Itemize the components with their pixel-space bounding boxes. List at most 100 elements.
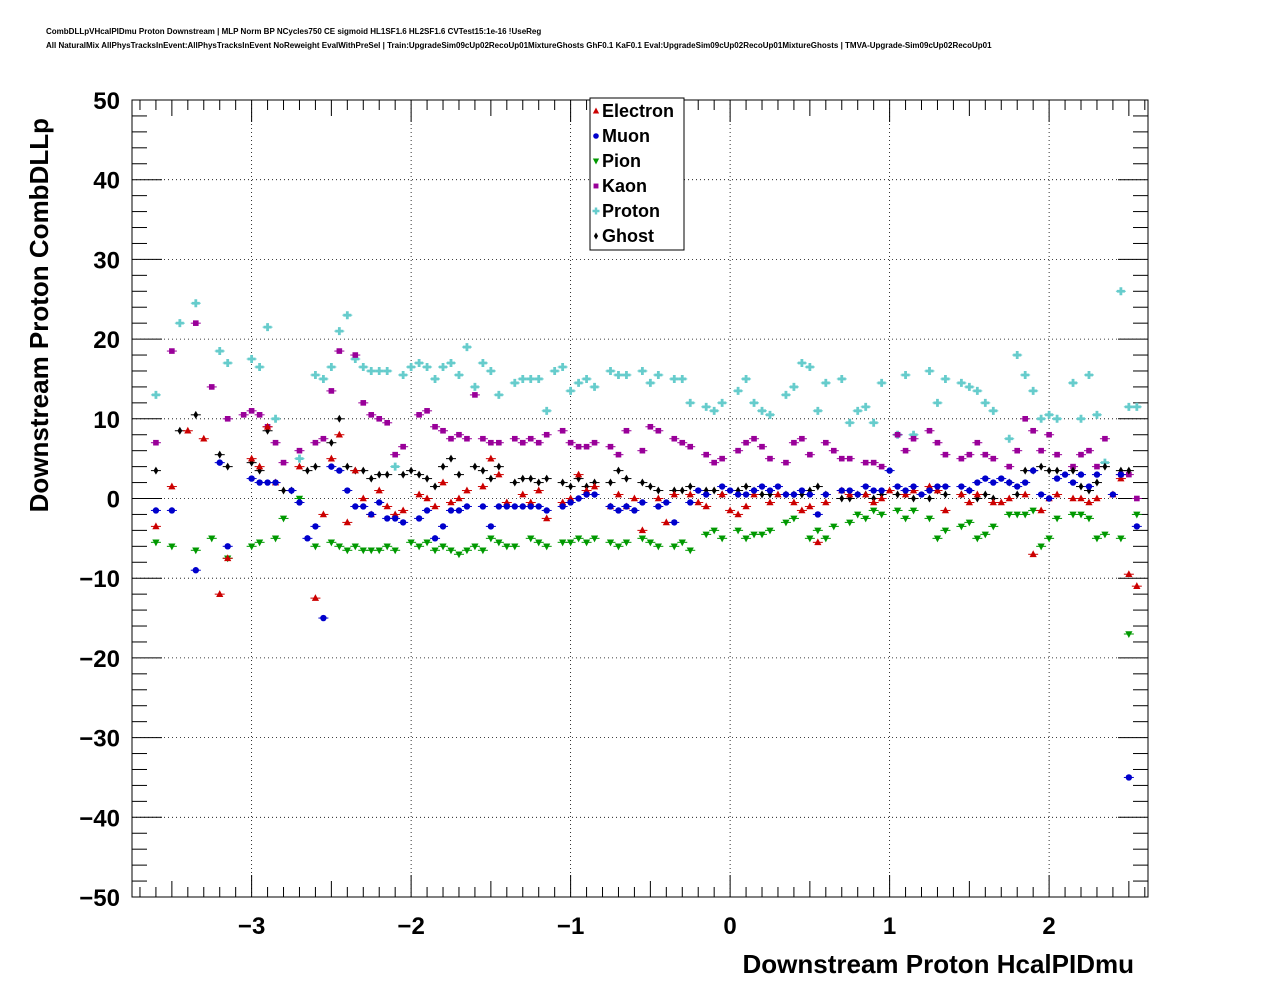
kaon-point (591, 439, 598, 446)
proton-point (191, 299, 200, 308)
proton-point (351, 355, 360, 364)
kaon-point (990, 455, 997, 462)
proton-point (758, 406, 767, 415)
electron-point (734, 510, 742, 518)
kaon-point (1014, 447, 1021, 454)
electron-point (343, 518, 351, 526)
pion-point (941, 527, 950, 535)
pion-point (255, 539, 264, 547)
electron-point (248, 454, 256, 462)
electron-point (295, 462, 304, 470)
ghost-point (895, 490, 900, 499)
kaon-point (862, 459, 869, 466)
pion-point (471, 543, 479, 551)
pion-point (678, 539, 686, 547)
kaon-point (607, 443, 614, 450)
pion-point (622, 539, 631, 547)
pion-point (1045, 535, 1053, 543)
muon-point (304, 535, 311, 542)
proton-point (271, 414, 280, 423)
pion-point (415, 543, 423, 551)
y-tick-labels: −50 −40 −30 −20 −10 0 10 20 30 40 50 (79, 88, 120, 912)
muon-point (575, 495, 582, 502)
proton-point (765, 410, 774, 419)
kaon-point (679, 439, 686, 446)
electron-point (957, 490, 965, 498)
proton-point (837, 374, 846, 383)
electron-point (255, 462, 264, 470)
y-tick-label: 30 (93, 247, 120, 274)
proton-point (821, 378, 830, 387)
muon-point (559, 503, 566, 510)
muon-point (1133, 523, 1141, 530)
y-tick-label: −40 (79, 805, 120, 832)
electron-point (846, 490, 854, 498)
muon-point (1069, 479, 1077, 486)
electron-point (582, 486, 591, 494)
electron-point (989, 498, 997, 506)
kaon-point (472, 392, 478, 398)
proton-point (797, 359, 806, 368)
muon-point (862, 483, 869, 490)
proton-point (909, 430, 918, 439)
muon-point (687, 499, 694, 506)
ghost-point (177, 426, 183, 435)
muon-point (264, 479, 271, 486)
pion-point (295, 495, 304, 503)
kaon-point (575, 443, 582, 450)
kaon-point (671, 435, 678, 442)
muon-point (982, 475, 989, 482)
pion-point (893, 507, 902, 515)
pion-point (766, 527, 774, 535)
pion-point (1053, 515, 1061, 523)
kaon-point (703, 451, 709, 458)
kaon-point (966, 451, 973, 458)
muon-point (391, 515, 399, 522)
proton-point (1077, 414, 1086, 423)
kaon-point (926, 427, 933, 434)
pion-point (1133, 511, 1141, 519)
electron-point (862, 490, 870, 498)
kaon-point (368, 412, 375, 418)
muon-point (519, 503, 526, 510)
kaon-point (1030, 427, 1036, 434)
kaon-point (448, 435, 454, 442)
pion-point (806, 535, 814, 543)
proton-point (925, 366, 934, 375)
electron-point (463, 486, 471, 494)
pion-point (718, 535, 726, 543)
kaon-point (1046, 431, 1052, 438)
muon-point (718, 483, 726, 490)
proton-point (989, 406, 998, 415)
electron-point (519, 490, 527, 498)
pion-point (559, 539, 567, 547)
proton-point (614, 370, 623, 379)
kaon-point (511, 435, 518, 442)
pion-point (359, 547, 367, 555)
muon-point (487, 523, 495, 530)
electron-point (415, 490, 423, 498)
kaon-point (248, 408, 255, 414)
kaon-point (894, 431, 901, 438)
muon-point (734, 491, 742, 498)
electron-point (638, 526, 646, 534)
x-tick-label: −3 (238, 913, 265, 940)
muon-point (431, 535, 439, 542)
muon-point (758, 483, 766, 490)
pion-point (487, 535, 495, 543)
ghost-point (536, 478, 542, 487)
kaon-point (464, 435, 470, 442)
proton-point (327, 362, 336, 371)
pion-point (989, 523, 997, 531)
electron-point (997, 498, 1005, 506)
kaon-point (440, 427, 446, 434)
legend-box (589, 97, 685, 251)
pion-point (535, 539, 543, 547)
proton-point (431, 374, 440, 383)
pion-point (375, 547, 383, 555)
ghost-point (608, 478, 613, 487)
ghost-point (472, 462, 478, 471)
ghost-point (911, 494, 916, 503)
pion-point (758, 531, 766, 539)
kaon-point (1006, 463, 1013, 470)
